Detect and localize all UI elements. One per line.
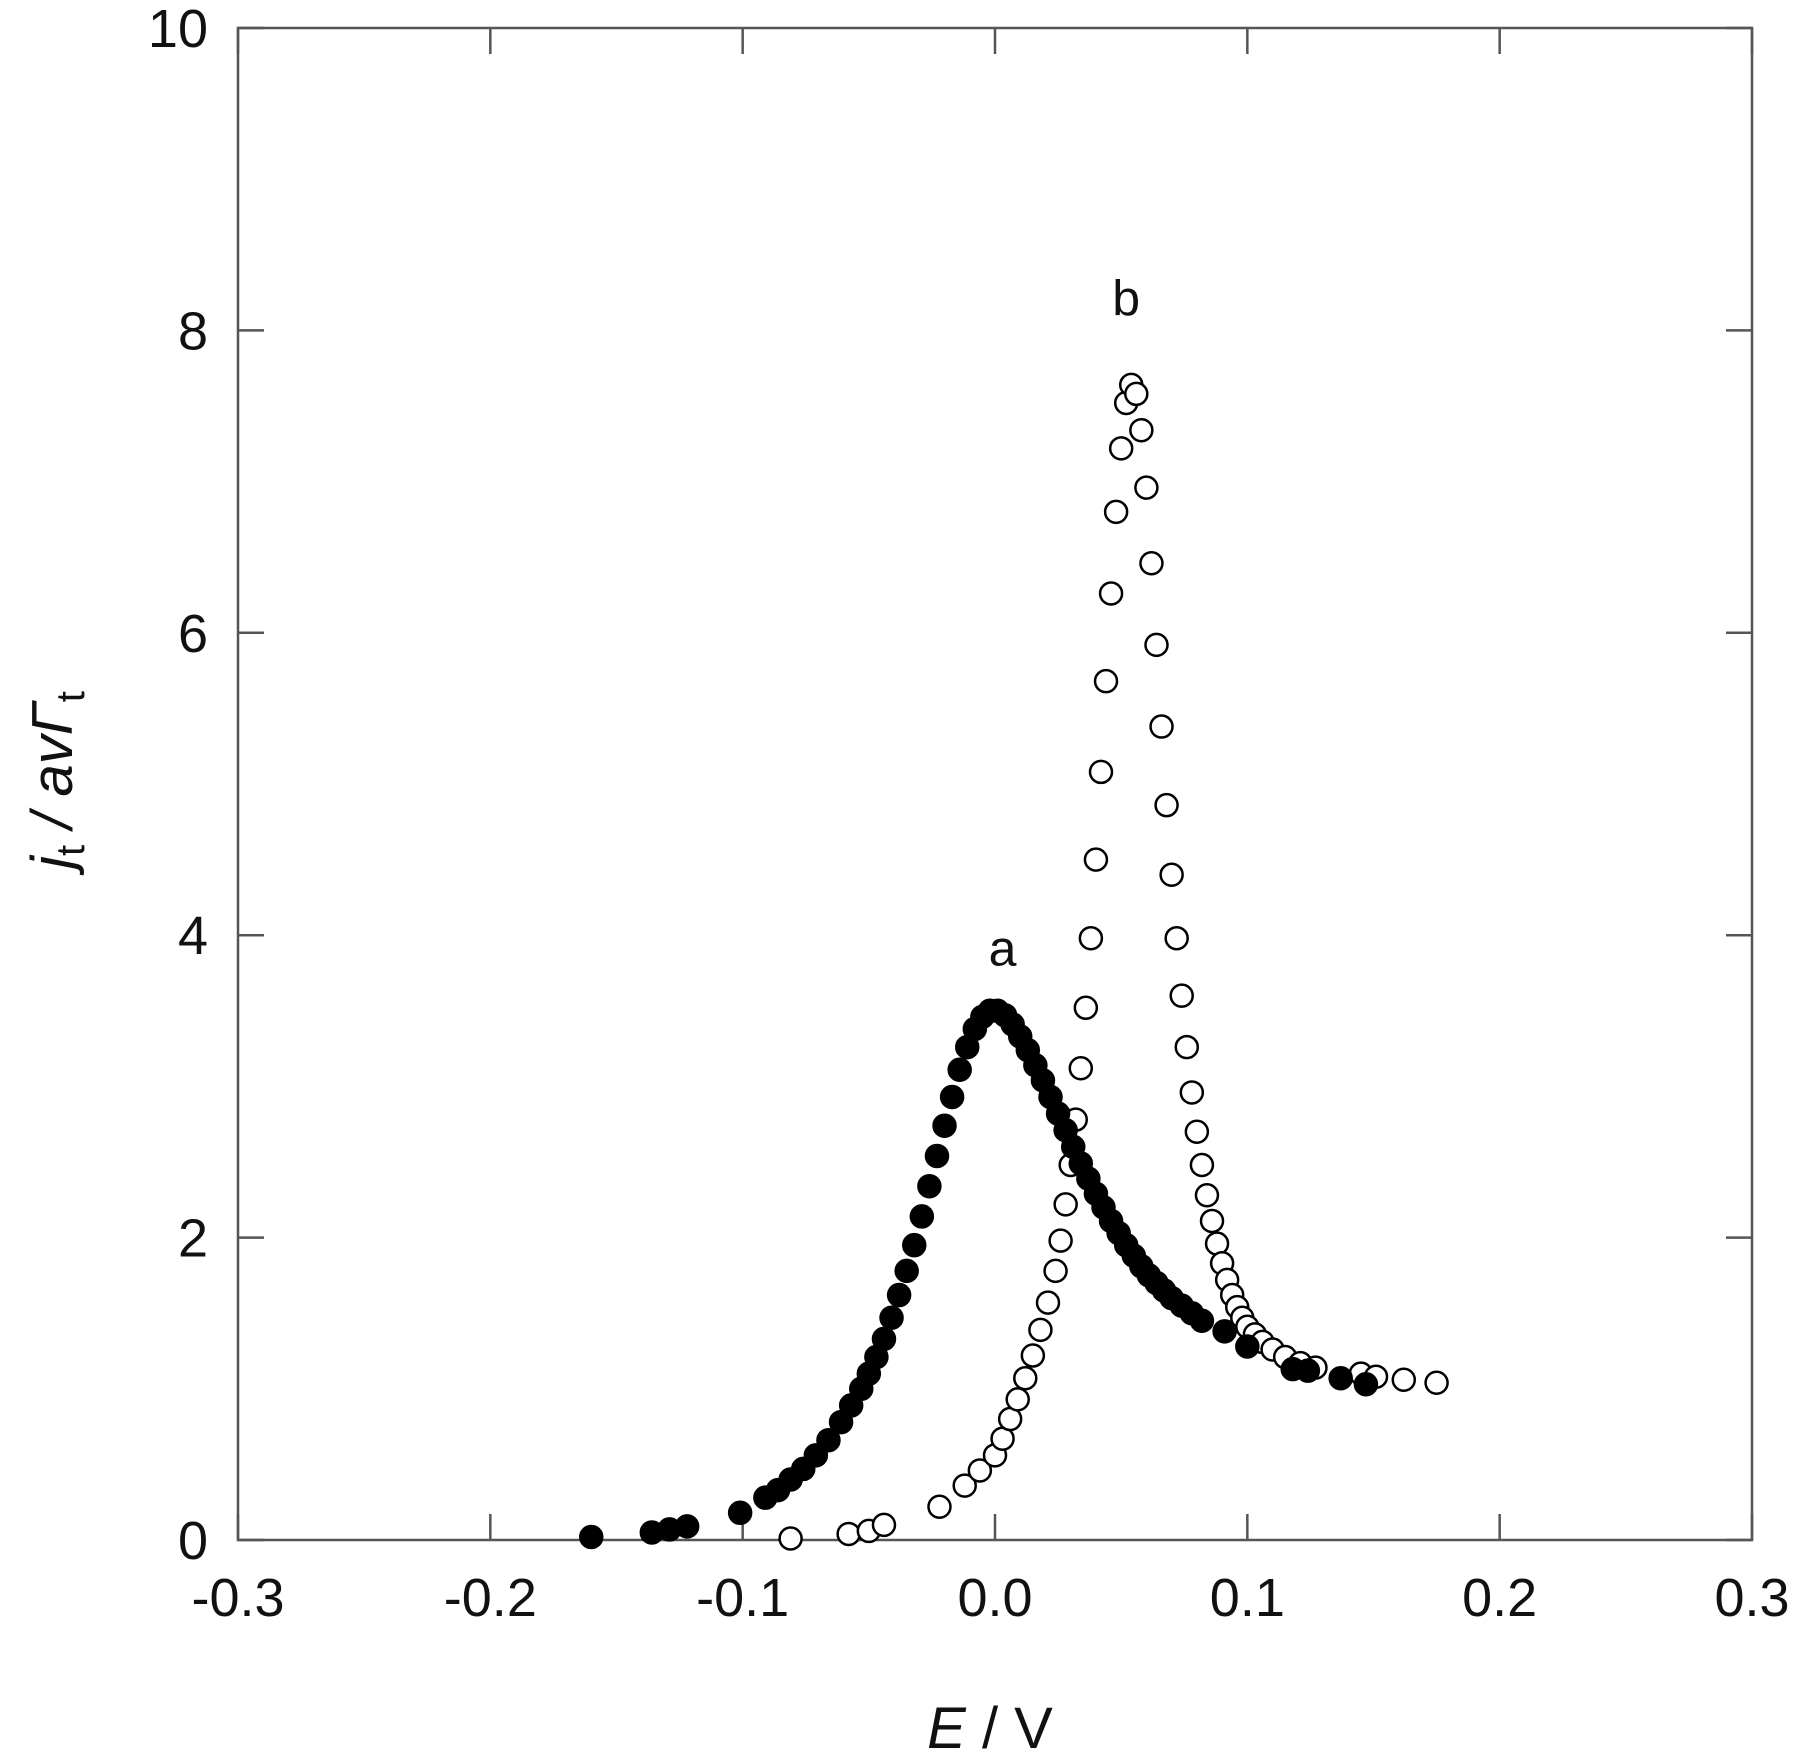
series-b-point (1013, 1365, 1038, 1391)
x-tick-label: 0.0 (957, 1568, 1032, 1628)
x-tick-label: -0.3 (191, 1568, 284, 1628)
x-axis-title: E / V (927, 1696, 1053, 1758)
series-b-point (1035, 1290, 1061, 1315)
x-axis-title-rest: / V (966, 1696, 1053, 1758)
series-b-point (1020, 1343, 1046, 1368)
series-b-point (1073, 995, 1099, 1021)
series-b-point (836, 1521, 861, 1547)
series-a-point (932, 1113, 957, 1138)
series-a-point (947, 1057, 972, 1083)
y-tick-label: 8 (178, 301, 208, 361)
x-tick-label: 0.1 (1210, 1568, 1285, 1628)
series-b-point (1424, 1370, 1449, 1396)
series-a-point (1235, 1334, 1260, 1359)
y-axis-title-mid: / av (20, 732, 85, 845)
series-b-point (1053, 1192, 1078, 1217)
y-tick-label: 0 (178, 1511, 208, 1571)
series-b-point (1144, 632, 1169, 658)
y-tick-label: 10 (148, 0, 208, 59)
series-b-point (1139, 550, 1164, 576)
series-b-point (1078, 925, 1104, 951)
annotation-a: a (989, 920, 1017, 976)
series-a-markers (579, 998, 1379, 1550)
series-b-point (952, 1473, 977, 1498)
ticks (236, 26, 1754, 1542)
series-a-point (902, 1232, 927, 1258)
x-tick-label: 0.3 (1714, 1568, 1789, 1628)
y-axis-title-sub1: t (49, 845, 93, 856)
series-b-point (1108, 436, 1134, 461)
x-axis-title-var: E (927, 1696, 967, 1758)
x-tick-label: -0.2 (444, 1568, 537, 1628)
series-a-point (886, 1282, 912, 1308)
series-a-point (1295, 1358, 1321, 1383)
tick-labels: -0.3 -0.2 -0.1 0.0 0.1 0.2 0.3 0 2 4 6 8 10 (148, 0, 1790, 1628)
series-b-point (1088, 759, 1114, 785)
series-b-point (1048, 1228, 1073, 1253)
series-a-point (917, 1173, 942, 1199)
series-a-point (816, 1427, 841, 1453)
y-axis-title-sub2: t (49, 691, 93, 702)
series-b-point (1164, 925, 1189, 951)
y-tick-label: 6 (178, 604, 208, 664)
series-b-point (1179, 1080, 1205, 1105)
series-b-point (1083, 847, 1109, 872)
series-a-point (924, 1143, 950, 1169)
series-b-point (1169, 983, 1194, 1008)
annotation-b: b (1112, 270, 1140, 326)
series-b-point (1174, 1034, 1200, 1060)
series-b-point (1159, 862, 1184, 887)
series-b-point (1043, 1258, 1068, 1284)
y-axis-title: jt / avΓt (20, 691, 93, 876)
x-tick-label: 0.2 (1462, 1568, 1537, 1628)
x-tick-label: -0.1 (696, 1568, 789, 1628)
series-b-point (1005, 1387, 1030, 1412)
y-tick-label: 2 (178, 1209, 208, 1269)
series-a-point (727, 1500, 753, 1526)
series-a-point (1353, 1372, 1379, 1397)
series-a-point (879, 1305, 904, 1330)
y-axis-title-gamma: Γ (20, 699, 85, 735)
series-b-point (927, 1494, 952, 1519)
series-b-point (1028, 1317, 1053, 1343)
annotations: ab (989, 270, 1140, 976)
series-b-point (1134, 475, 1159, 500)
series-a-point (871, 1326, 897, 1352)
series-b-point (1093, 668, 1119, 694)
series-b-point (1391, 1367, 1417, 1392)
series-b-point (1189, 1152, 1215, 1178)
series-b-point (967, 1458, 993, 1483)
series-b-point (1129, 417, 1154, 443)
series-b-point (1154, 792, 1179, 818)
y-tick-label: 4 (178, 906, 208, 966)
series-a-point (579, 1524, 604, 1550)
series-b-point (1199, 1208, 1225, 1234)
y-axis-title-j: j (20, 854, 85, 876)
series-a-point (1328, 1365, 1353, 1391)
series-b-markers (778, 372, 1449, 1551)
series-b-point (1194, 1183, 1220, 1208)
series-b-point (1098, 581, 1124, 606)
series-a-point (1189, 1308, 1215, 1334)
series-a-point (894, 1258, 919, 1284)
series-b-point (1149, 714, 1174, 739)
series-a-point (674, 1514, 700, 1539)
plot-frame (236, 26, 1754, 1542)
series-b-point (1184, 1119, 1210, 1145)
series-b-point (1068, 1056, 1094, 1081)
series-b-point (871, 1512, 897, 1538)
axes-frame (236, 26, 1754, 1542)
series-a-point (909, 1204, 935, 1229)
series-a-point (939, 1084, 965, 1110)
series-b-point (778, 1526, 803, 1551)
series-b-point (1103, 499, 1129, 525)
series-a-point (1212, 1319, 1237, 1344)
series-b-point (1124, 381, 1149, 407)
